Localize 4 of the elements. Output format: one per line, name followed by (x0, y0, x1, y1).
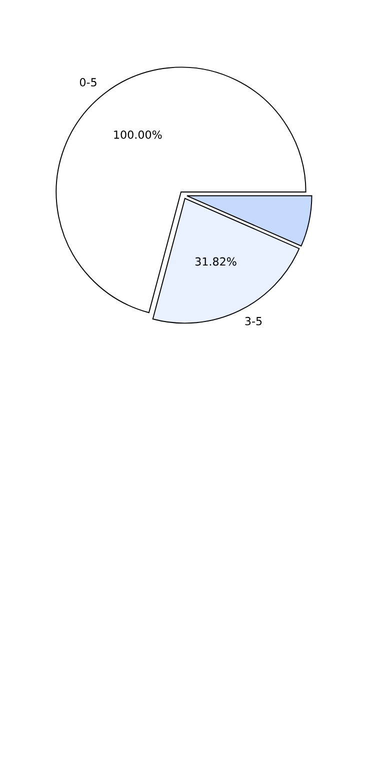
data-label: 100.00% (114, 130, 162, 139)
data-label: 31.82% (195, 257, 236, 266)
slice-label: 3-5 (245, 316, 262, 326)
slice-label: 0-5 (80, 78, 96, 86)
